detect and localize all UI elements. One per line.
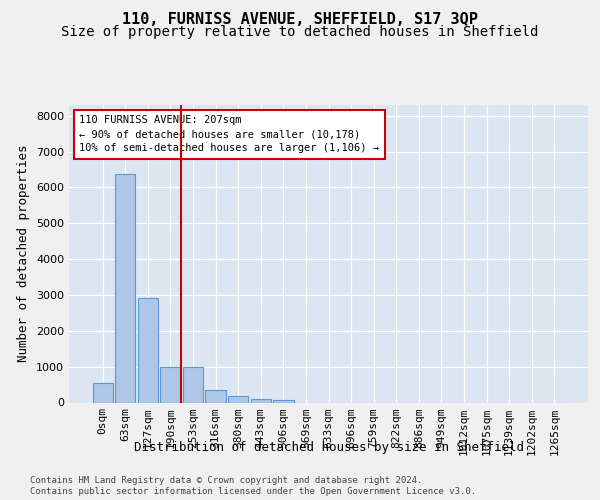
Text: Contains HM Land Registry data © Crown copyright and database right 2024.: Contains HM Land Registry data © Crown c… <box>30 476 422 485</box>
Text: Size of property relative to detached houses in Sheffield: Size of property relative to detached ho… <box>61 25 539 39</box>
Bar <box>92 383 113 402</box>
Bar <box>138 298 158 403</box>
Text: Distribution of detached houses by size in Sheffield: Distribution of detached houses by size … <box>134 441 524 454</box>
Bar <box>251 399 271 402</box>
Bar <box>160 368 181 402</box>
Bar <box>115 174 136 402</box>
Bar <box>273 400 293 402</box>
Y-axis label: Number of detached properties: Number of detached properties <box>17 145 31 362</box>
Text: 110, FURNISS AVENUE, SHEFFIELD, S17 3QP: 110, FURNISS AVENUE, SHEFFIELD, S17 3QP <box>122 12 478 28</box>
Bar <box>205 390 226 402</box>
Text: 110 FURNISS AVENUE: 207sqm
← 90% of detached houses are smaller (10,178)
10% of : 110 FURNISS AVENUE: 207sqm ← 90% of deta… <box>79 116 379 154</box>
Text: Contains public sector information licensed under the Open Government Licence v3: Contains public sector information licen… <box>30 488 476 496</box>
Bar <box>228 396 248 402</box>
Bar <box>183 368 203 402</box>
